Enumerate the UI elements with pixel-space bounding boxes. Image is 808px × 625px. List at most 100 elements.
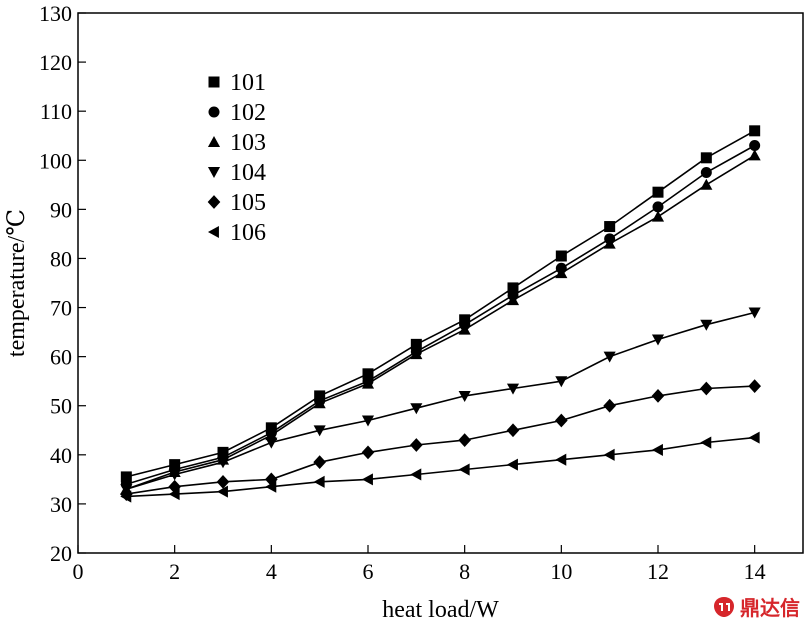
data-point-101 [652, 186, 664, 198]
data-point-105 [216, 474, 230, 489]
data-point-106 [410, 468, 422, 481]
data-point-103 [313, 397, 326, 409]
y-tick-label: 70 [50, 296, 72, 321]
legend-item-101: 101 [208, 70, 266, 96]
data-point-106 [120, 490, 132, 503]
data-point-106 [361, 473, 373, 486]
legend-label: 104 [230, 160, 266, 186]
data-point-104 [216, 457, 230, 469]
data-point-106 [506, 458, 518, 471]
data-point-104 [168, 469, 181, 481]
data-point-103 [651, 210, 665, 222]
data-point-104 [313, 425, 326, 437]
data-point-105 [313, 455, 326, 470]
data-point-104 [265, 437, 278, 449]
data-point-103 [265, 429, 278, 441]
legend-label: 106 [230, 220, 266, 246]
data-point-106 [651, 443, 663, 456]
y-tick-label: 30 [50, 492, 72, 517]
legend-marker-105 [207, 195, 221, 209]
data-point-105 [361, 445, 375, 460]
series-line-104 [126, 311, 755, 490]
y-tick-label: 130 [39, 1, 72, 26]
y-tick-label: 100 [39, 148, 72, 173]
series-104 [120, 307, 761, 496]
legend-marker-106 [207, 225, 219, 239]
series-101 [120, 125, 761, 483]
y-tick-label: 60 [50, 345, 72, 370]
legend-marker-104 [207, 167, 221, 179]
data-point-101 [507, 282, 519, 294]
legend-item-102: 102 [208, 100, 266, 126]
legend-item-104: 104 [207, 160, 266, 186]
x-tick-label: 10 [550, 559, 572, 584]
axes: 0 2 4 6 8 10 12 14 20 30 40 50 60 70 80 90 100 110 120 130 [39, 1, 804, 584]
y-tick-label: 50 [50, 394, 72, 419]
series-line-106 [126, 436, 755, 498]
legend-item-103: 103 [207, 130, 266, 156]
x-axis-title: heat load/W [382, 597, 499, 623]
data-point-106 [603, 448, 615, 461]
data-point-106 [265, 480, 277, 493]
data-point-104 [458, 390, 471, 402]
data-point-105 [458, 433, 471, 447]
data-point-103 [458, 323, 471, 335]
data-point-103 [361, 377, 375, 389]
data-point-105 [603, 398, 616, 413]
legend-label: 101 [230, 70, 266, 96]
data-point-101 [555, 250, 567, 262]
data-point-106 [313, 475, 325, 488]
data-point-104 [410, 403, 423, 415]
watermark-text: 鼎达信 [740, 596, 800, 620]
legend-marker-103 [207, 135, 221, 147]
legend-marker-102 [208, 106, 220, 118]
y-tick-label: 90 [50, 197, 72, 222]
y-tick-label: 20 [50, 541, 72, 566]
data-point-105 [651, 389, 665, 403]
data-point-101 [604, 221, 616, 233]
series-layer [120, 125, 761, 503]
data-point-102 [652, 201, 664, 213]
series-line-102 [126, 144, 756, 486]
legend-item-105: 105 [207, 190, 266, 216]
data-point-106 [216, 485, 228, 498]
y-tick-label: 110 [40, 99, 72, 124]
series-102 [120, 140, 761, 490]
data-point-101 [700, 152, 712, 164]
x-tick-label: 12 [647, 559, 669, 584]
data-point-105 [748, 379, 761, 393]
data-point-104 [555, 376, 568, 388]
data-point-105 [410, 438, 423, 452]
data-point-103 [603, 237, 616, 249]
data-point-103 [506, 294, 520, 306]
data-point-102 [700, 167, 712, 179]
x-tick-label: 6 [363, 559, 374, 584]
data-point-101 [120, 471, 132, 483]
data-point-106 [555, 453, 567, 466]
data-point-105 [555, 413, 568, 428]
legend-label: 103 [230, 130, 266, 156]
data-point-105 [700, 381, 713, 396]
series-line-101 [126, 130, 756, 478]
data-point-103 [700, 178, 713, 190]
data-point-101 [749, 125, 761, 137]
data-point-103 [555, 267, 568, 279]
y-axis-title: temperature/℃ [4, 209, 30, 357]
x-tick-label: 4 [266, 559, 277, 584]
data-point-106 [700, 436, 712, 449]
legend-label: 105 [230, 190, 266, 216]
data-point-106 [458, 463, 470, 476]
legend: 101 102 103 104 105 106 [207, 70, 266, 246]
data-point-106 [748, 431, 760, 444]
watermark: 鼎达信 [712, 592, 800, 621]
legend-marker-101 [208, 76, 220, 88]
data-point-104 [361, 415, 375, 427]
data-point-102 [749, 140, 761, 152]
data-point-106 [168, 488, 180, 501]
data-point-103 [748, 149, 761, 161]
data-point-104 [651, 334, 665, 346]
legend-item-106: 106 [207, 220, 266, 246]
data-point-101 [410, 338, 422, 350]
legend-label: 102 [230, 100, 266, 126]
